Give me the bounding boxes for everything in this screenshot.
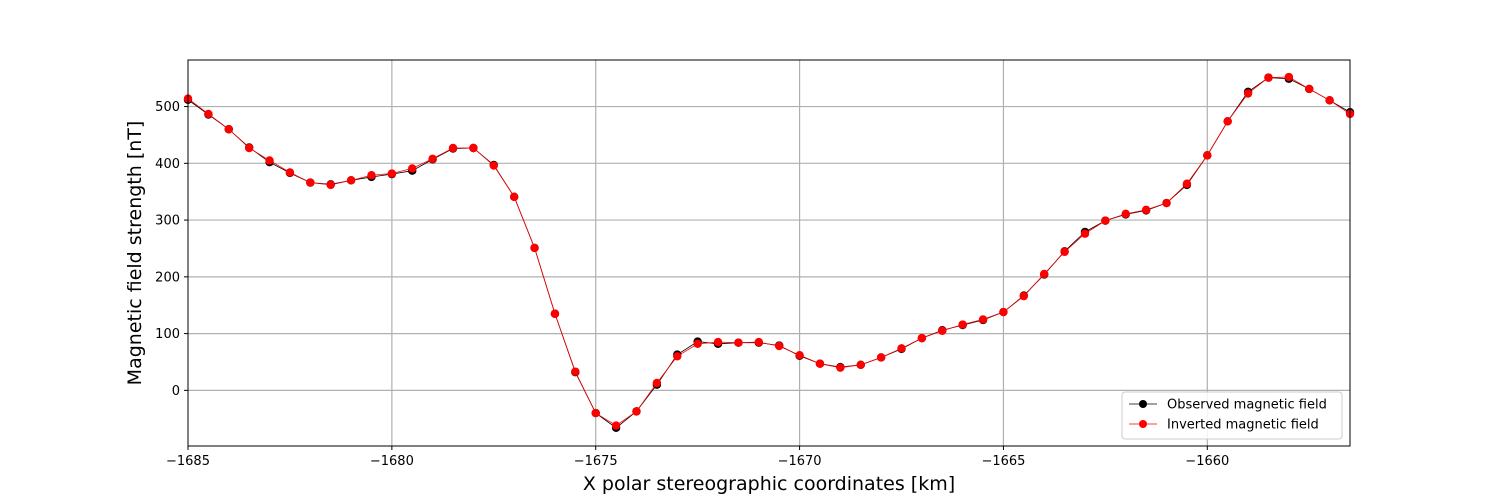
data-point [244, 143, 254, 153]
y-tick-label: 100 [155, 327, 180, 342]
series-line [187, 76, 1351, 427]
data-point [734, 338, 743, 347]
data-point [1243, 89, 1253, 98]
data-point [1080, 229, 1090, 238]
legend-marker-observed [1139, 400, 1147, 408]
data-point [204, 109, 213, 119]
legend-label-observed: Observed magnetic field [1167, 398, 1327, 413]
data-point [652, 378, 662, 388]
legend-box [1121, 391, 1343, 440]
data-point [611, 421, 621, 430]
data-point [1121, 209, 1130, 219]
data-point [489, 161, 498, 170]
data-point [774, 341, 784, 351]
data-point [367, 171, 376, 180]
x-tick-label: −1685 [166, 454, 210, 469]
data-point [856, 360, 865, 370]
data-point [1060, 247, 1069, 257]
data-point [224, 125, 233, 134]
data-point [1182, 179, 1192, 188]
data-point [1040, 269, 1049, 279]
data-point [713, 337, 723, 347]
legend-label-inverted: Inverted magnetic field [1167, 418, 1319, 433]
legend-marker-inverted [1139, 420, 1147, 428]
ticks: −1685 −1680 −1675 −1670 −1665 −1660 0 100 200 300… [155, 100, 1229, 469]
data-point [999, 307, 1008, 317]
data-point [285, 168, 295, 177]
data-point [448, 143, 458, 153]
legend: Observed magnetic field Inverted magneti… [1121, 391, 1343, 440]
data-point [1101, 216, 1110, 225]
data-point [509, 192, 519, 201]
y-tick-label: 0 [172, 384, 180, 399]
data-point [1325, 96, 1334, 105]
y-tick-label: 300 [155, 214, 180, 229]
x-axis-title: X polar stereographic coordinates [km] [583, 473, 955, 495]
data-point [795, 350, 804, 360]
data-point [469, 143, 478, 153]
data-point [1264, 73, 1273, 82]
grid [188, 60, 1350, 446]
data-point [1223, 117, 1232, 126]
data-point [815, 359, 825, 368]
data-point [571, 367, 580, 376]
data-point [754, 337, 764, 347]
data-point [958, 320, 967, 329]
series-inverted [183, 72, 1355, 430]
data-point [836, 363, 845, 372]
data-point [1203, 151, 1212, 160]
data-point [1162, 198, 1171, 208]
x-tick-label: −1660 [1185, 454, 1229, 469]
x-tick-label: −1670 [778, 454, 822, 469]
data-point [265, 156, 274, 165]
y-tick-label: 500 [155, 100, 180, 115]
data-point [306, 178, 315, 187]
series-layer [183, 72, 1355, 433]
y-tick-label: 200 [155, 270, 180, 285]
x-tick-label: −1675 [574, 454, 618, 469]
data-point [408, 164, 417, 173]
y-tick-label: 400 [155, 157, 180, 172]
data-point [917, 333, 927, 343]
x-tick-label: −1665 [981, 454, 1025, 469]
data-point [387, 169, 397, 178]
data-point [591, 408, 600, 418]
data-point [530, 243, 539, 253]
data-point [673, 352, 682, 361]
data-point [1284, 72, 1294, 82]
data-point [632, 407, 641, 416]
data-point [978, 315, 988, 324]
data-point [1305, 84, 1314, 94]
data-point [1019, 291, 1029, 301]
data-point [326, 180, 335, 190]
data-point [550, 309, 560, 318]
data-point [897, 344, 906, 353]
data-point [938, 326, 947, 335]
plot-area [188, 60, 1350, 446]
data-point [428, 154, 437, 163]
y-axis-title: Magnetic field strength [nT] [124, 121, 146, 386]
plot-frame [187, 59, 1351, 447]
data-point [1141, 205, 1151, 215]
x-tick-label: −1680 [370, 454, 414, 469]
data-point [346, 176, 356, 185]
data-point [876, 353, 886, 362]
data-point [693, 339, 702, 349]
